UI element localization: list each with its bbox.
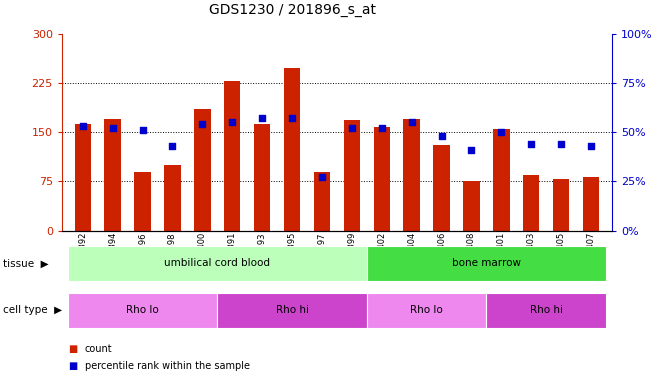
- Bar: [374, 127, 390, 231]
- Bar: [553, 180, 570, 231]
- Bar: [75, 124, 91, 231]
- Bar: [344, 120, 360, 231]
- Text: cell type  ▶: cell type ▶: [3, 305, 62, 315]
- Point: [107, 125, 118, 131]
- Point: [346, 125, 357, 131]
- Bar: [134, 172, 151, 231]
- Text: Rho lo: Rho lo: [126, 305, 159, 315]
- Point: [406, 119, 417, 125]
- Point: [556, 141, 566, 147]
- Bar: [486, 292, 606, 328]
- Bar: [464, 182, 480, 231]
- Bar: [404, 119, 420, 231]
- Text: Rho lo: Rho lo: [410, 305, 443, 315]
- Bar: [314, 172, 330, 231]
- Point: [77, 123, 88, 129]
- Bar: [254, 124, 270, 231]
- Bar: [523, 175, 540, 231]
- Point: [496, 129, 506, 135]
- Text: ■: ■: [68, 344, 77, 354]
- Point: [227, 119, 238, 125]
- Text: Rho hi: Rho hi: [530, 305, 562, 315]
- Text: Rho hi: Rho hi: [275, 305, 309, 315]
- Text: count: count: [85, 344, 112, 354]
- Point: [167, 143, 178, 149]
- Point: [586, 143, 596, 149]
- Text: umbilical cord blood: umbilical cord blood: [164, 258, 270, 268]
- Bar: [434, 146, 450, 231]
- Text: percentile rank within the sample: percentile rank within the sample: [85, 361, 249, 370]
- Bar: [224, 81, 240, 231]
- Point: [466, 147, 477, 153]
- Bar: [217, 292, 367, 328]
- Point: [317, 174, 327, 180]
- Point: [197, 122, 208, 128]
- Bar: [284, 68, 300, 231]
- Text: GDS1230 / 201896_s_at: GDS1230 / 201896_s_at: [210, 3, 376, 17]
- Bar: [583, 177, 599, 231]
- Point: [436, 133, 447, 139]
- Bar: [68, 292, 217, 328]
- Bar: [367, 246, 606, 281]
- Point: [376, 125, 387, 131]
- Point: [287, 116, 298, 122]
- Bar: [194, 109, 210, 231]
- Bar: [164, 165, 181, 231]
- Bar: [68, 246, 367, 281]
- Bar: [104, 119, 121, 231]
- Text: bone marrow: bone marrow: [452, 258, 521, 268]
- Point: [257, 116, 268, 122]
- Bar: [367, 292, 486, 328]
- Text: ■: ■: [68, 361, 77, 370]
- Bar: [493, 129, 510, 231]
- Point: [137, 127, 148, 133]
- Text: tissue  ▶: tissue ▶: [3, 258, 49, 268]
- Point: [526, 141, 536, 147]
